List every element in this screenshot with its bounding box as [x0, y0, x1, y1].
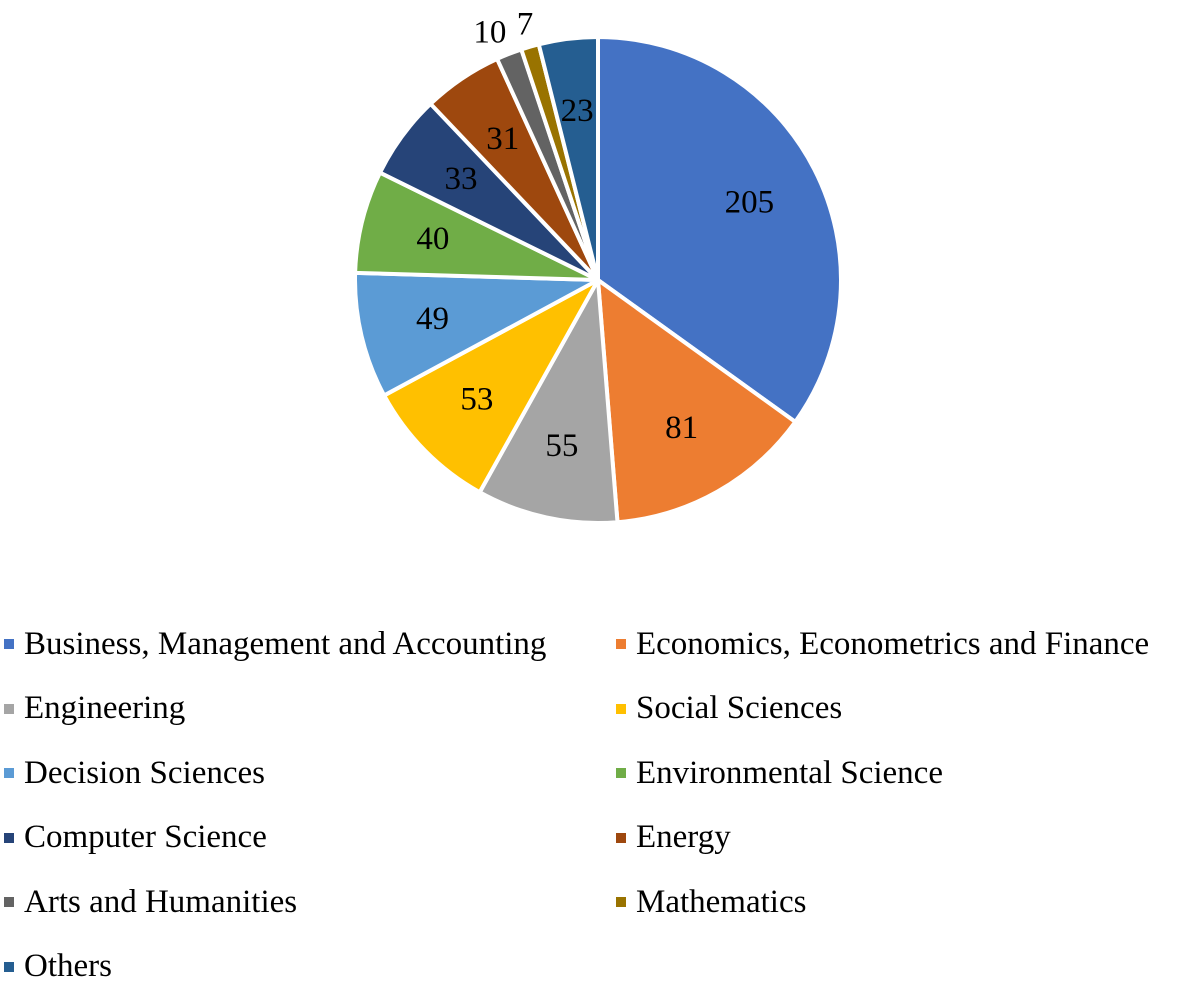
legend-label: Energy [636, 821, 731, 854]
legend-item-arts-and-humanities: Arts and Humanities [0, 870, 612, 935]
legend-item-engineering: Engineering [0, 677, 612, 742]
legend-label: Social Sciences [636, 692, 842, 725]
legend-label: Others [24, 950, 112, 983]
legend-item-social-sciences: Social Sciences [612, 677, 1200, 742]
data-label-mathematics: 7 [517, 7, 534, 43]
legend-item-decision-sciences: Decision Sciences [0, 741, 612, 806]
data-label-computer-science: 33 [445, 161, 478, 197]
data-label-engineering: 55 [545, 428, 578, 464]
legend-label: Mathematics [636, 886, 806, 919]
pie-slices [355, 37, 841, 523]
legend-swatch [616, 768, 626, 778]
legend-item-mathematics: Mathematics [612, 870, 1200, 935]
legend-swatch [616, 897, 626, 907]
legend-label: Arts and Humanities [24, 886, 297, 919]
legend-swatch [4, 962, 14, 972]
legend-label: Business, Management and Accounting [24, 628, 546, 661]
legend: Business, Management and Accounting Econo… [0, 612, 1200, 999]
legend-item-business-management-and-accounting: Business, Management and Accounting [0, 612, 612, 677]
legend-item-environmental-science: Environmental Science [612, 741, 1200, 806]
data-label-social-sciences: 53 [460, 382, 493, 418]
legend-item-computer-science: Computer Science [0, 806, 612, 871]
data-label-decision-sciences: 49 [416, 301, 449, 337]
data-label-environmental-science: 40 [416, 221, 449, 257]
legend-swatch [616, 639, 626, 649]
data-label-arts-and-humanities: 10 [473, 15, 506, 51]
legend-swatch [616, 833, 626, 843]
legend-item-energy: Energy [612, 806, 1200, 871]
legend-swatch [4, 833, 14, 843]
legend-item-others: Others [0, 935, 612, 999]
legend-item-economics-econometrics-and-finance: Economics, Econometrics and Finance [612, 612, 1200, 677]
data-label-business-management-and-accounting: 205 [725, 184, 775, 220]
legend-swatch [4, 639, 14, 649]
legend-swatch [4, 897, 14, 907]
data-label-economics-econometrics-and-finance: 81 [665, 410, 698, 446]
legend-swatch [616, 704, 626, 714]
legend-label: Computer Science [24, 821, 267, 854]
legend-swatch [4, 704, 14, 714]
data-label-others: 23 [561, 93, 594, 129]
legend-label: Economics, Econometrics and Finance [636, 628, 1149, 661]
legend-label: Decision Sciences [24, 757, 265, 790]
data-label-energy: 31 [486, 121, 519, 157]
legend-label: Engineering [24, 692, 185, 725]
legend-label: Environmental Science [636, 757, 943, 790]
legend-swatch [4, 768, 14, 778]
